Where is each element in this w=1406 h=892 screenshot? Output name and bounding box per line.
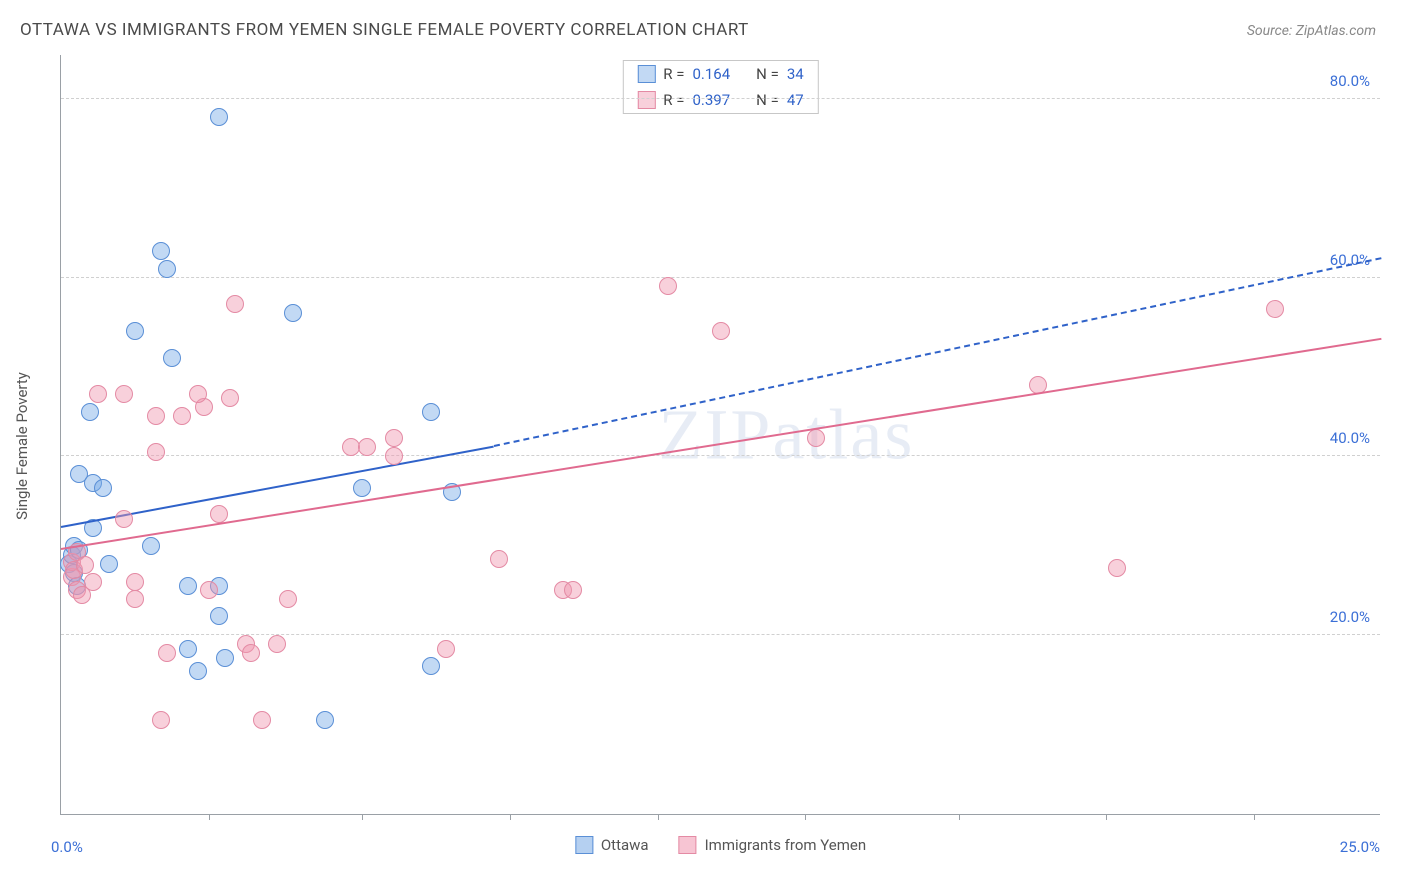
scatter-point — [422, 403, 440, 421]
scatter-point — [279, 590, 297, 608]
scatter-point — [163, 349, 181, 367]
correlation-legend-row: R = 0.164 N = 34 — [623, 61, 817, 87]
y-tick-label: 80.0% — [1330, 72, 1370, 90]
scatter-point — [659, 277, 677, 295]
scatter-point — [158, 644, 176, 662]
scatter-point — [189, 385, 207, 403]
scatter-point — [253, 711, 271, 729]
scatter-point — [353, 479, 371, 497]
scatter-point — [284, 304, 302, 322]
scatter-point — [100, 555, 118, 573]
scatter-point — [807, 429, 825, 447]
chart-header: OTTAWA VS IMMIGRANTS FROM YEMEN SINGLE F… — [0, 0, 1406, 50]
scatter-point — [126, 322, 144, 340]
series-legend: Ottawa Immigrants from Yemen — [575, 836, 866, 854]
scatter-point — [126, 573, 144, 591]
regression-line — [61, 338, 1381, 550]
scatter-point — [179, 640, 197, 658]
x-tick-mark — [362, 814, 363, 820]
y-axis-label: Single Female Poverty — [13, 372, 31, 520]
scatter-point — [358, 438, 376, 456]
scatter-point — [158, 260, 176, 278]
x-tick-mark — [1106, 814, 1107, 820]
x-tick-mark — [959, 814, 960, 820]
scatter-point — [84, 573, 102, 591]
y-tick-label: 20.0% — [1330, 608, 1370, 626]
chart-source: Source: ZipAtlas.com — [1247, 23, 1376, 39]
legend-r-value: 0.397 — [692, 91, 730, 109]
scatter-point — [226, 295, 244, 313]
scatter-point — [210, 108, 228, 126]
scatter-point — [142, 537, 160, 555]
grid-line — [61, 98, 1380, 99]
scatter-point — [173, 407, 191, 425]
legend-n-value: 34 — [787, 65, 804, 83]
scatter-point — [422, 657, 440, 675]
series-legend-item: Immigrants from Yemen — [679, 836, 867, 854]
legend-r-label: R = — [663, 91, 684, 109]
grid-line — [61, 277, 1380, 278]
scatter-point — [216, 649, 234, 667]
x-tick-mark — [805, 814, 806, 820]
scatter-point — [81, 403, 99, 421]
scatter-point — [712, 322, 730, 340]
legend-r-value: 0.164 — [692, 65, 730, 83]
scatter-point — [490, 550, 508, 568]
x-tick-mark — [510, 814, 511, 820]
scatter-chart: ZIPatlas R = 0.164N = 34R = 0.397N = 47 … — [60, 55, 1380, 815]
chart-title: OTTAWA VS IMMIGRANTS FROM YEMEN SINGLE F… — [20, 20, 749, 40]
scatter-point — [126, 590, 144, 608]
correlation-legend-row: R = 0.397 N = 47 — [623, 87, 817, 113]
scatter-point — [210, 607, 228, 625]
legend-n-label: N = — [756, 65, 779, 83]
x-tick-mark — [1254, 814, 1255, 820]
x-tick-mark — [658, 814, 659, 820]
scatter-point — [179, 577, 197, 595]
scatter-point — [437, 640, 455, 658]
scatter-point — [1108, 559, 1126, 577]
scatter-point — [268, 635, 286, 653]
scatter-point — [316, 711, 334, 729]
scatter-point — [221, 389, 239, 407]
scatter-point — [385, 429, 403, 447]
scatter-point — [152, 242, 170, 260]
scatter-point — [1266, 300, 1284, 318]
y-tick-label: 40.0% — [1330, 429, 1370, 447]
legend-n-value: 47 — [787, 91, 804, 109]
legend-swatch — [637, 65, 655, 83]
scatter-point — [115, 510, 133, 528]
correlation-legend: R = 0.164 N = 34 R = 0.397 N = 47 — [622, 60, 818, 114]
legend-n-label: N = — [756, 91, 779, 109]
scatter-point — [564, 581, 582, 599]
scatter-point — [189, 662, 207, 680]
scatter-point — [152, 711, 170, 729]
grid-line — [61, 455, 1380, 456]
x-max-label: 25.0% — [1340, 838, 1380, 856]
scatter-point — [115, 385, 133, 403]
x-tick-mark — [209, 814, 210, 820]
scatter-point — [94, 479, 112, 497]
scatter-point — [200, 581, 218, 599]
series-legend-item: Ottawa — [575, 836, 649, 854]
series-legend-label: Immigrants from Yemen — [705, 836, 867, 854]
legend-swatch — [679, 836, 697, 854]
series-legend-label: Ottawa — [601, 836, 649, 854]
regression-line-dashed — [494, 258, 1381, 448]
legend-r-label: R = — [663, 65, 684, 83]
scatter-point — [89, 385, 107, 403]
x-min-label: 0.0% — [51, 838, 83, 856]
scatter-point — [147, 443, 165, 461]
scatter-point — [242, 644, 260, 662]
legend-swatch — [637, 91, 655, 109]
scatter-point — [147, 407, 165, 425]
scatter-point — [385, 447, 403, 465]
grid-line — [61, 634, 1380, 635]
legend-swatch — [575, 836, 593, 854]
